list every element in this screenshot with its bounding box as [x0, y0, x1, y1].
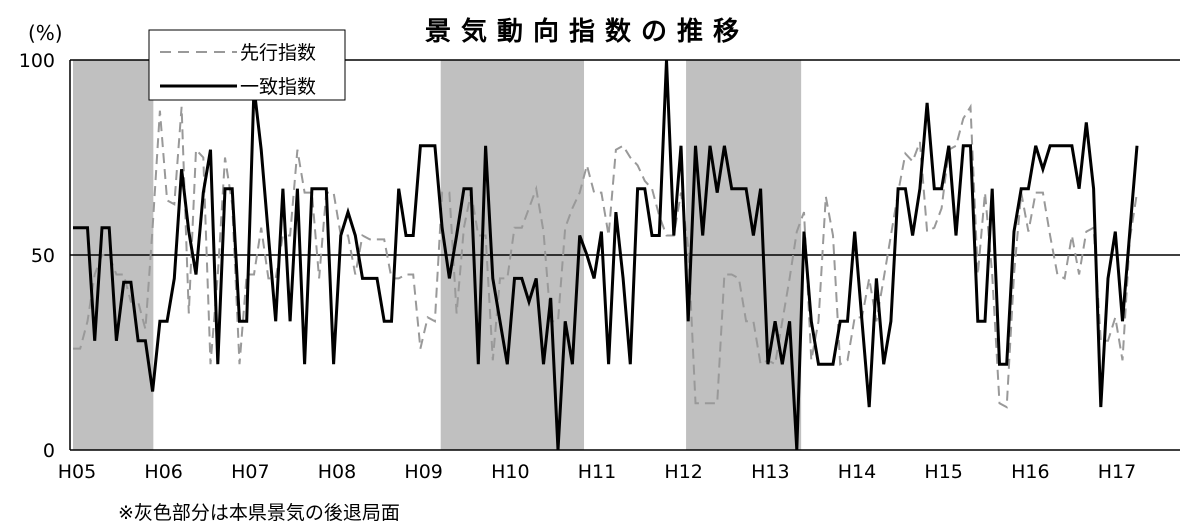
x-tick-label-7: H12 [664, 461, 702, 483]
series-line-0-0 [73, 103, 1138, 409]
x-tick-label-10: H15 [924, 461, 962, 483]
x-tick-label-4: H09 [404, 461, 442, 483]
x-tick-label-3: H08 [318, 461, 356, 483]
legend: 先行指数 一致指数 [148, 29, 346, 101]
legend-label-leading: 先行指数 [240, 42, 316, 64]
x-tick-labels: H05 H06 H07 H08 H09 H10 H11 H12 H13 H14 H15 H16 H17 [58, 461, 1136, 483]
y-tick-labels: 0 50 100 [19, 50, 55, 462]
legend-box [148, 29, 346, 101]
x-tick-label-8: H13 [751, 461, 789, 483]
x-tick-label-11: H16 [1011, 461, 1049, 483]
y-axis-label: (%) [28, 21, 63, 45]
x-tick-label-6: H11 [578, 461, 616, 483]
y-tick-label-1: 50 [31, 245, 55, 267]
x-tick-label-12: H17 [1098, 461, 1136, 483]
y-tick-label-2: 100 [19, 50, 55, 72]
series-lines [72, 59, 1139, 451]
legend-label-coincident: 一致指数 [240, 76, 316, 98]
x-tick-label-1: H06 [144, 461, 182, 483]
x-tick-label-2: H07 [231, 461, 269, 483]
y-tick-label-0: 0 [43, 440, 55, 462]
footnote: ※灰色部分は本県景気の後退局面 [118, 502, 400, 524]
series-line-1-0 [73, 59, 1139, 451]
chart-title: 景気動向指数の推移 [425, 16, 749, 47]
x-tick-label-9: H14 [838, 461, 876, 483]
x-tick-label-0: H05 [58, 461, 96, 483]
x-tick-label-5: H10 [491, 461, 529, 483]
